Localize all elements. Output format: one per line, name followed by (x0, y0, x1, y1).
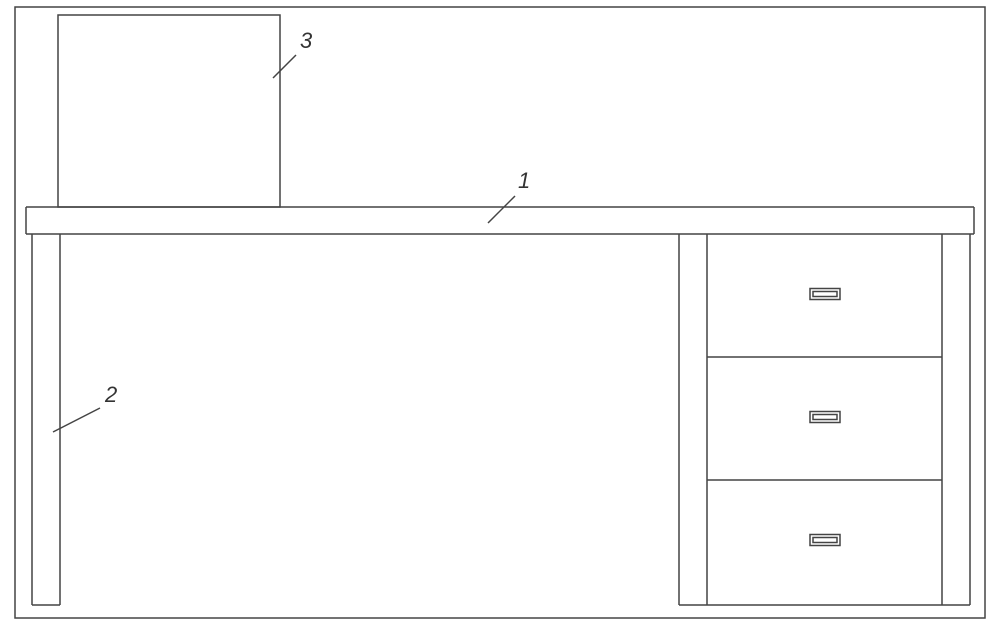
label-3: 3 (300, 28, 312, 54)
label-1: 1 (518, 168, 530, 194)
label-2: 2 (105, 382, 117, 408)
diagram-svg (0, 0, 1000, 625)
